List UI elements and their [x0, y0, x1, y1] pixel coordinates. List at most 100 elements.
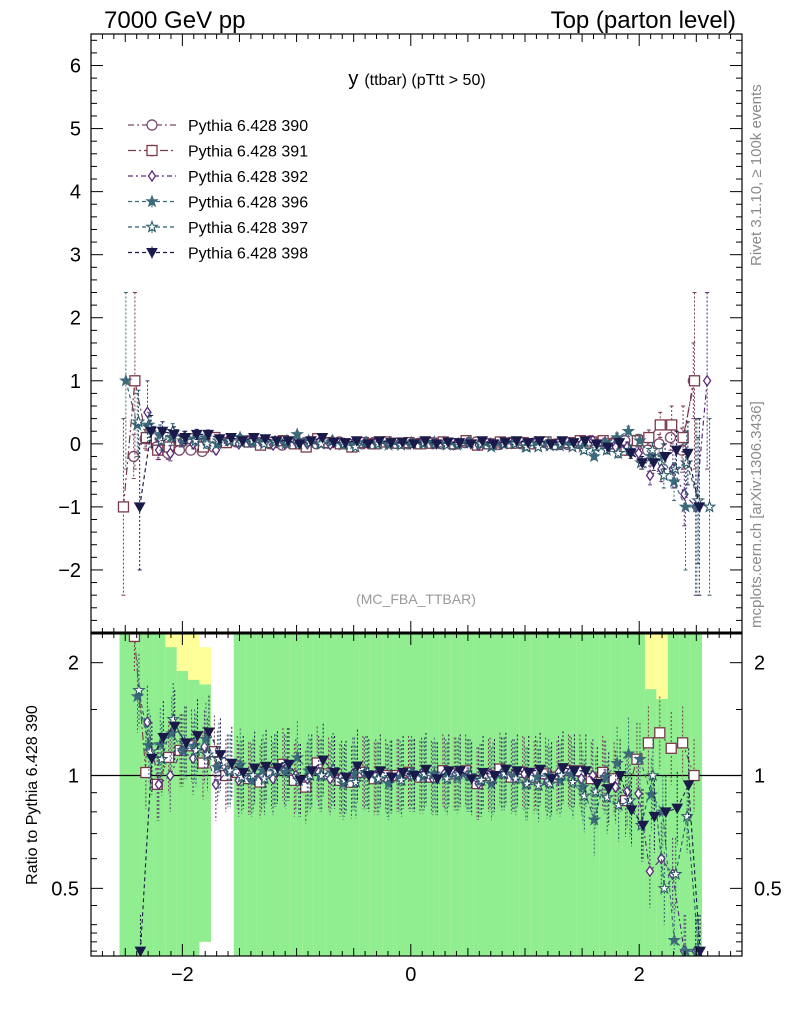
data-point	[293, 439, 306, 450]
ratio-point	[142, 738, 156, 752]
data-point	[133, 502, 146, 513]
ratio-point	[465, 774, 478, 785]
ratio-point	[374, 766, 387, 777]
legend-label: Pythia 6.428 391	[188, 144, 308, 161]
ratio-point	[671, 803, 684, 815]
band-green	[199, 684, 211, 942]
band-green	[382, 633, 394, 956]
ratio-point	[657, 881, 672, 895]
ratio-point	[164, 726, 179, 740]
data-point	[168, 429, 180, 441]
ratio-point	[271, 763, 284, 774]
data-point	[362, 439, 374, 450]
x-tick-label: 0	[405, 964, 416, 986]
ratio-point	[168, 721, 181, 733]
y-tick-label: 0	[70, 434, 81, 456]
ratio-point	[667, 933, 681, 946]
ratio-point	[328, 767, 341, 779]
ratio-point	[317, 755, 330, 767]
ratio-point	[134, 946, 147, 956]
ratio-point	[676, 737, 689, 749]
data-point	[693, 502, 706, 513]
band-green	[359, 633, 371, 956]
ratio-point	[210, 760, 225, 773]
band-green	[667, 633, 680, 956]
ratio-point	[397, 767, 409, 779]
ratio-series-line	[139, 725, 701, 952]
legend-entry: Pythia 6.428 397	[128, 219, 308, 237]
data-point	[636, 458, 649, 469]
band-green	[393, 633, 406, 956]
ratio-ylabel: Ratio to Pythia 6.428 390	[24, 705, 41, 885]
ratio-point	[191, 731, 204, 742]
ratio-point	[157, 732, 170, 744]
band-green	[427, 633, 440, 956]
ratio-point	[545, 774, 558, 785]
data-point	[225, 433, 237, 444]
ratio-point	[214, 750, 227, 761]
ratio-point	[474, 773, 489, 787]
data-point	[236, 436, 249, 447]
data-point	[667, 474, 681, 488]
legend-marker	[147, 169, 157, 183]
ratio-point	[349, 775, 363, 788]
ratio-point	[591, 778, 604, 790]
ratio-point	[314, 768, 329, 782]
ratio-point	[279, 765, 293, 778]
y-tick-label: 6	[70, 56, 81, 78]
ratio-point	[614, 771, 626, 782]
ratio-point	[155, 752, 169, 765]
data-point	[682, 448, 694, 460]
data-point	[643, 431, 655, 444]
ratio-point	[146, 753, 158, 765]
y-tick-label: 1	[70, 371, 81, 393]
ratio-y-tick-label-right: 0.5	[754, 878, 782, 900]
ratio-point	[611, 798, 626, 811]
band-green	[564, 633, 577, 956]
ratio-point	[166, 712, 180, 726]
data-point	[314, 436, 328, 450]
series-0	[128, 342, 699, 480]
ratio-point	[180, 738, 192, 749]
data-point	[419, 436, 432, 447]
y-tick-label: −1	[58, 497, 81, 519]
ratio-point	[165, 769, 175, 782]
data-point	[350, 436, 363, 447]
data-point	[677, 431, 689, 444]
ratio-point	[200, 747, 215, 761]
band-green	[644, 689, 657, 956]
series-5	[133, 414, 706, 596]
legend-entry: Pythia 6.428 396	[128, 194, 308, 212]
data-point	[565, 439, 580, 453]
ratio-point	[602, 784, 615, 795]
ratio-point	[623, 793, 637, 807]
ratio-y-tick-label-left: 0.5	[51, 878, 79, 900]
ratio-point	[659, 807, 672, 818]
data-point	[270, 436, 283, 447]
data-point	[248, 433, 260, 444]
data-point	[590, 439, 603, 450]
ratio-point	[530, 770, 544, 783]
data-point	[476, 436, 489, 447]
ratio-point	[372, 771, 386, 785]
band-green	[153, 633, 166, 956]
data-point	[659, 451, 671, 463]
ratio-point	[237, 767, 250, 779]
ratio-point	[509, 771, 523, 785]
ratio-point	[290, 750, 305, 764]
ratio-point	[648, 811, 661, 823]
ratio-point	[203, 727, 215, 738]
ratio-point	[128, 633, 141, 643]
data-point	[385, 438, 397, 449]
data-point	[666, 419, 678, 431]
band-green	[233, 633, 246, 956]
band-green	[370, 633, 383, 956]
ratio-point	[688, 769, 700, 782]
ratio-point	[589, 784, 603, 798]
band-green	[462, 633, 474, 956]
band-green	[530, 633, 543, 956]
ratio-point	[176, 743, 190, 757]
header-left: 7000 GeV pp	[104, 7, 245, 34]
band-green	[450, 633, 463, 956]
band-green	[599, 633, 611, 956]
